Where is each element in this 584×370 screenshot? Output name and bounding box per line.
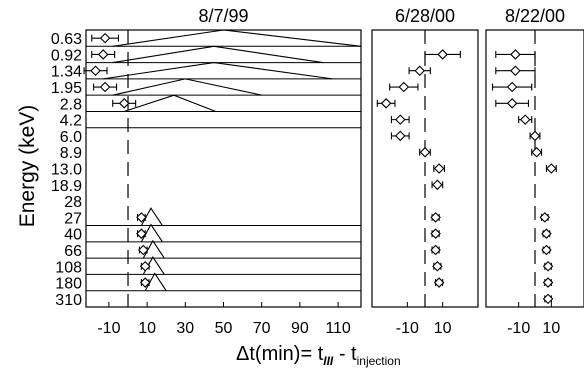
data-point (419, 146, 431, 158)
release-profile (142, 239, 165, 259)
panel-title: 8/22/00 (505, 6, 565, 26)
data-point (433, 163, 445, 174)
energy-label: 6.0 (60, 129, 82, 146)
data-point (531, 146, 542, 158)
release-profile (140, 207, 163, 226)
data-point (430, 212, 441, 223)
data-point (541, 244, 552, 256)
data-point (437, 49, 448, 60)
data-point (430, 244, 441, 256)
data-point (510, 49, 521, 60)
x-tick-label: 70 (253, 320, 271, 337)
data-point (394, 114, 406, 125)
energy-label: 13.0 (51, 162, 82, 179)
panel-8-22-00: 8/22/00 -10 10 (485, 6, 584, 337)
data-point (99, 32, 111, 44)
data-point (542, 293, 554, 305)
data-point (380, 98, 392, 109)
data-point (398, 81, 410, 93)
energy-label: 40 (64, 227, 82, 244)
data-point (541, 228, 552, 239)
energy-label: 0.92 (51, 47, 82, 64)
data-point (136, 228, 147, 239)
x-tick-label: 50 (215, 320, 233, 337)
data-point (506, 98, 518, 109)
x-tick-label: 10 (434, 320, 452, 337)
x-tick-label: 110 (325, 320, 351, 337)
energy-label: 28 (64, 194, 82, 211)
data-point (97, 49, 109, 60)
data-point (414, 65, 425, 77)
x-axis-label-mid: - t (333, 343, 357, 365)
data-point (118, 98, 130, 109)
release-profile (103, 62, 333, 80)
energy-label: 108 (55, 259, 82, 276)
x-axis-label-sub2: injection (357, 354, 401, 368)
data-point (529, 130, 541, 142)
data-point (139, 277, 151, 288)
energy-label: 180 (55, 276, 82, 293)
x-axis-label-sub1: III (323, 354, 334, 368)
energy-label: 0.63 (51, 31, 82, 48)
energy-label: 18.9 (51, 178, 82, 195)
data-point (136, 212, 147, 223)
release-profile (144, 272, 167, 292)
data-point (90, 65, 101, 77)
energy-label: 8.9 (60, 145, 82, 162)
x-tick-label: -10 (507, 320, 530, 337)
panel-8-7-99: 8/7/99 -10 10 30 50 70 90 110 (83, 6, 362, 337)
release-profile (124, 94, 217, 112)
data-point (542, 277, 554, 288)
y-axis-label: Energy (keV) (16, 105, 39, 228)
data-point (519, 114, 531, 125)
data-point (394, 130, 406, 142)
data-point (432, 179, 443, 191)
x-axis-label: Δt(min)= tIII - tinjection (236, 343, 401, 368)
x-tick-label: -10 (97, 320, 120, 337)
x-axis-label-prefix: Δt(min)= t (236, 343, 324, 365)
panel-6-28-00: 6/28/00 -10 10 (371, 6, 479, 337)
panel-title: 6/28/00 (395, 6, 455, 26)
energy-labels: 0.630.921.341.952.84.26.08.913.018.92827… (51, 31, 82, 309)
x-tick-label: 30 (176, 320, 194, 337)
data-point (433, 277, 445, 288)
x-tick-label: 10 (542, 320, 560, 337)
x-tick-label: 90 (291, 320, 309, 337)
energy-label: 66 (64, 243, 82, 260)
release-profile (112, 29, 362, 47)
data-point (542, 260, 554, 272)
energy-label: 1.34 (51, 64, 82, 81)
energy-label: 1.95 (51, 80, 82, 97)
release-profile (112, 78, 262, 96)
data-point (510, 65, 521, 77)
release-profile (112, 45, 323, 64)
data-point (430, 228, 441, 239)
energy-label: 27 (64, 210, 82, 227)
data-point (138, 244, 149, 256)
data-point (432, 260, 443, 272)
panel-frame (85, 29, 362, 308)
x-tick-label: -10 (396, 320, 419, 337)
release-profile (140, 223, 163, 243)
data-point (539, 212, 551, 223)
data-point (546, 163, 557, 174)
energy-label: 2.8 (60, 96, 82, 113)
data-point (506, 81, 518, 93)
energy-label: 4.2 (60, 113, 82, 130)
data-point (139, 260, 151, 272)
data-point (99, 81, 111, 93)
x-tick-label: 10 (138, 320, 156, 337)
panel-title: 8/7/99 (198, 6, 248, 26)
energy-label: 310 (55, 292, 82, 309)
